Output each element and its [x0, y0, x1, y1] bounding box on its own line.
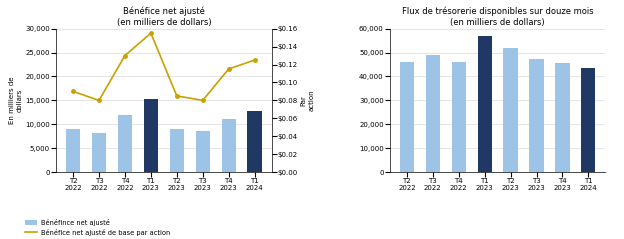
Bar	[581, 68, 595, 172]
Y-axis label: Par
action: Par action	[301, 90, 314, 111]
Bar	[426, 55, 440, 172]
Bar	[555, 63, 570, 172]
Bar	[477, 36, 492, 172]
Title: Flux de trésorerie disponibles sur douze mois
(en milliers de dollars): Flux de trésorerie disponibles sur douze…	[402, 7, 593, 27]
Bar	[400, 62, 414, 172]
Bar	[144, 99, 158, 172]
Bar	[452, 62, 466, 172]
Y-axis label: En milliers de
dollars: En milliers de dollars	[9, 77, 22, 124]
Bar	[170, 129, 184, 172]
Bar	[195, 131, 210, 172]
Bar	[222, 119, 236, 172]
Title: Bénéfice net ajusté
(en milliers de dollars): Bénéfice net ajusté (en milliers de doll…	[117, 7, 211, 27]
Bar	[248, 111, 261, 172]
Bar	[66, 129, 80, 172]
Bar	[92, 133, 106, 172]
Legend: Bénéfince net ajusté, Bénéfice net ajusté de base par action: Bénéfince net ajusté, Bénéfice net ajust…	[25, 219, 170, 236]
Bar	[504, 48, 518, 172]
Bar	[118, 115, 132, 172]
Bar	[529, 59, 544, 172]
